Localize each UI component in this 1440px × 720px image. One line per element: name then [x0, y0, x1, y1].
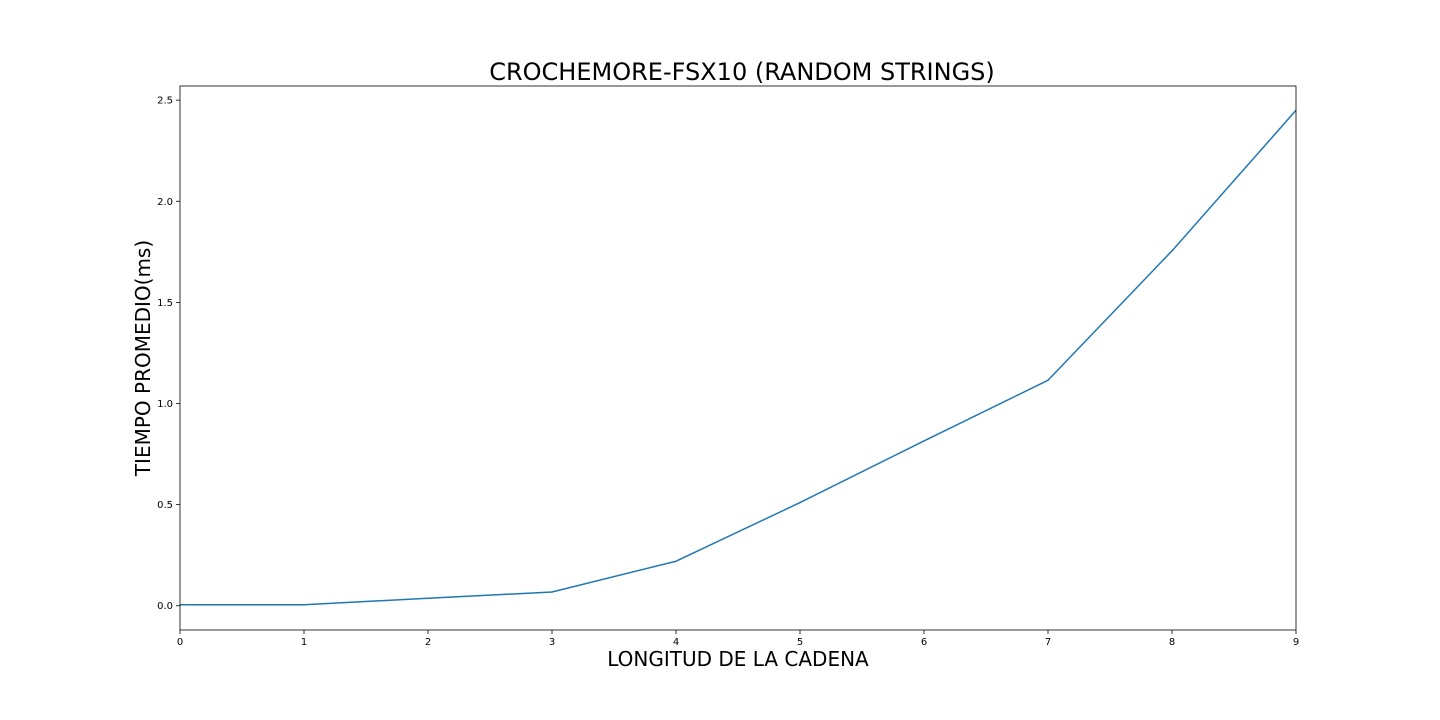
y-axis-label: TIEMPO PROMEDIO(ms) — [131, 240, 155, 477]
x-tick-label: 6 — [921, 637, 927, 648]
series-line-0 — [180, 109, 1297, 606]
x-tick-label: 5 — [797, 637, 803, 648]
x-tick-label: 0 — [177, 637, 183, 648]
plot-frame — [179, 85, 1297, 631]
x-tick-label: 9 — [1293, 637, 1299, 648]
x-tick-label: 3 — [549, 637, 555, 648]
y-tick-label: 0.5 — [157, 500, 173, 511]
y-tick-label: 1.0 — [157, 399, 173, 410]
chart-title: CROCHEMORE-FSX10 (RANDOM STRINGS) — [489, 58, 995, 86]
y-tick-label: 0.0 — [157, 601, 173, 612]
plot-area: 0 1 2 3 4 5 6 7 8 9 0.0 0.5 1.0 1.5 2.0 2.5 — [157, 85, 1299, 648]
x-tick-label: 8 — [1169, 637, 1175, 648]
y-tick-label: 2.0 — [157, 197, 173, 208]
y-tick-label: 2.5 — [157, 96, 173, 107]
y-tick-label: 1.5 — [157, 298, 173, 309]
x-tick-label: 2 — [425, 637, 431, 648]
x-tick-label: 4 — [673, 637, 679, 648]
x-axis-label: LONGITUD DE LA CADENA — [607, 647, 869, 671]
x-tick-label: 7 — [1045, 637, 1051, 648]
x-tick-label: 1 — [301, 637, 307, 648]
